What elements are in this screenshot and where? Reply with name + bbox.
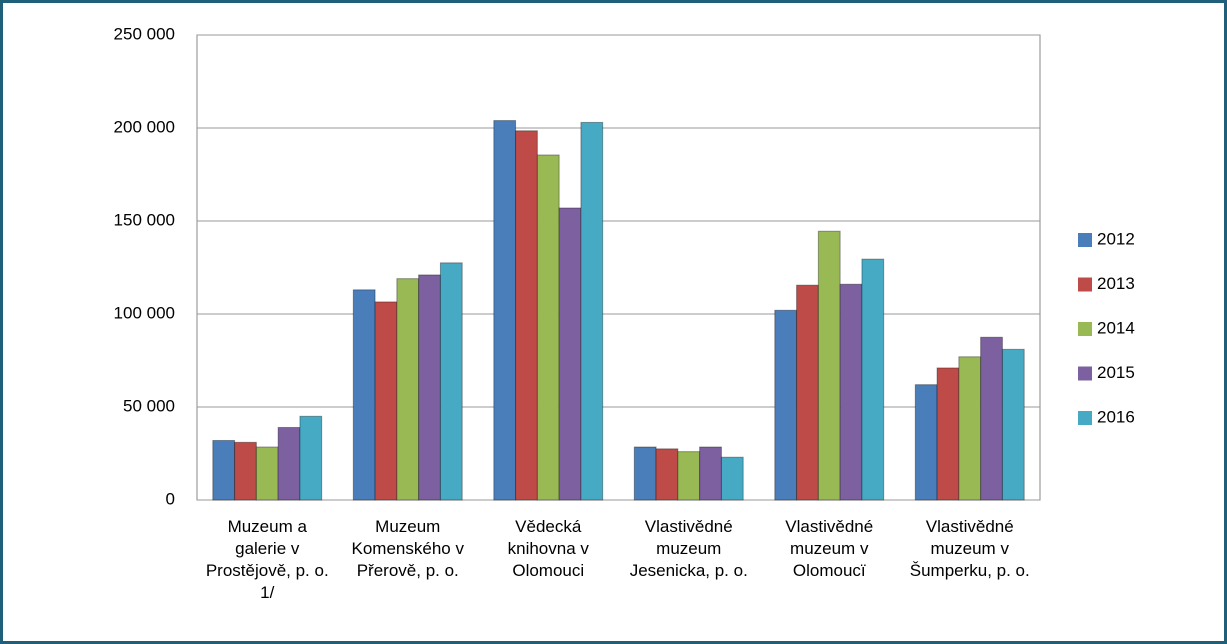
legend-swatch: [1078, 322, 1092, 336]
y-tick-label: 200 000: [114, 117, 175, 136]
x-tick-label: Vlastivědné muzeum Jesenicka, p. o.: [629, 517, 748, 580]
x-tick-label: Vlastivědné muzeum v Olomoucï: [785, 517, 874, 580]
bar: [558, 207, 582, 501]
x-tick-label: Vědecká knihovna v Olomouci: [507, 517, 589, 580]
bar: [677, 451, 701, 501]
legend-swatch: [1078, 411, 1092, 425]
legend-label: 2016: [1097, 407, 1135, 426]
bar: [352, 289, 376, 501]
bar: [212, 439, 236, 501]
bar: [493, 120, 517, 501]
bar: [633, 446, 657, 501]
bar: [817, 230, 841, 501]
bar: [699, 446, 722, 501]
bar: [374, 301, 398, 501]
bar: [958, 356, 982, 501]
bar: [299, 415, 323, 501]
bar: [418, 274, 441, 501]
bar: [839, 283, 863, 501]
bar: [914, 384, 938, 501]
legend-label: 2014: [1097, 318, 1135, 337]
plot-area: [196, 34, 1041, 501]
bar: [580, 121, 604, 501]
legend-label: 2013: [1097, 274, 1135, 293]
y-tick-label: 100 000: [114, 303, 175, 322]
x-tick-label: Muzeum a galerie v Prostějově, p. o. 1/: [205, 517, 329, 602]
bar: [980, 336, 1003, 501]
bar: [277, 426, 301, 501]
legend-label: 2012: [1097, 229, 1135, 248]
bar: [655, 448, 679, 501]
bar: [774, 309, 798, 501]
bar: [439, 262, 463, 501]
bar: [255, 446, 279, 501]
legend-swatch: [1078, 277, 1092, 292]
bar: [396, 278, 420, 501]
legend-label: 2015: [1097, 363, 1135, 382]
x-tick-label: Vlastivědné muzeum v Šumperku, p. o.: [909, 517, 1030, 580]
y-tick-label: 250 000: [114, 24, 175, 43]
bar: [936, 367, 960, 501]
x-tick-label: Muzeum Komenského v Přerově, p. o.: [351, 517, 464, 580]
bar: [515, 130, 538, 501]
legend-swatch: [1078, 366, 1092, 381]
bar: [720, 456, 744, 501]
y-tick-label: 50 000: [123, 396, 175, 415]
bar: [536, 154, 560, 501]
y-tick-label: 0: [166, 489, 175, 508]
bar: [796, 284, 819, 501]
y-tick-label: 150 000: [114, 210, 175, 229]
bar: [234, 441, 257, 501]
bar: [861, 258, 885, 501]
bar: [1001, 348, 1025, 501]
legend-swatch: [1078, 233, 1092, 247]
